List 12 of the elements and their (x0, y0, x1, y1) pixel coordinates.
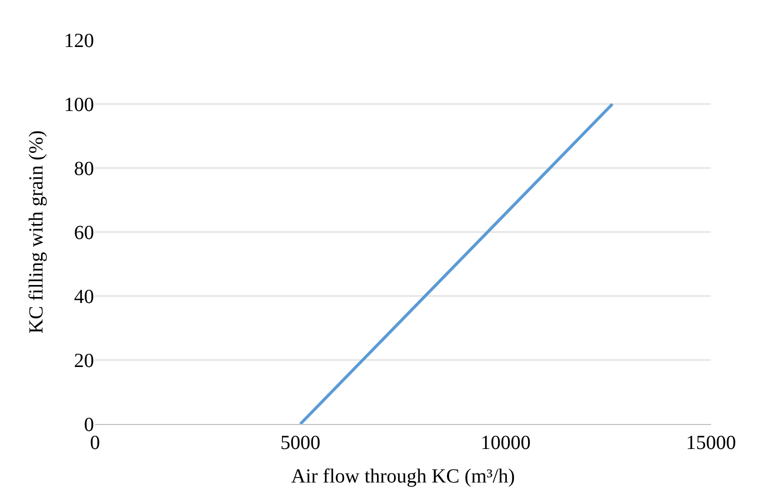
x-axis-title: Air flow through KC (m³/h) (291, 466, 515, 488)
y-tick-label: 20 (74, 350, 94, 372)
y-axis-title: KC filling with grain (%) (26, 130, 48, 334)
x-tick-label: 5000 (280, 432, 320, 454)
y-tick-label: 60 (74, 222, 94, 244)
x-tick-label: 10000 (480, 432, 531, 454)
y-tick-label: 120 (64, 30, 94, 52)
y-tick-label: 100 (64, 94, 94, 116)
y-tick-label: 80 (74, 158, 94, 180)
y-tick-label: 0 (84, 414, 94, 436)
x-tick-label: 15000 (686, 432, 736, 454)
y-tick-label: 40 (74, 286, 94, 308)
